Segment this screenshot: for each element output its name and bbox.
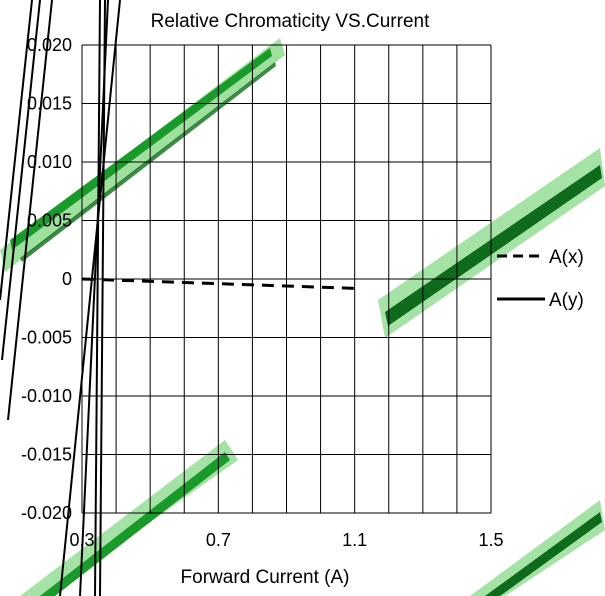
y-tick-label: 0.005	[27, 211, 72, 231]
watermark-stripe-bottom-left	[20, 440, 238, 596]
y-tick-label: -0.010	[21, 386, 72, 406]
x-tick-label: 1.1	[342, 530, 367, 550]
y-tick-label: 0.020	[27, 35, 72, 55]
series-line-ax	[81, 277, 355, 290]
stray-lines	[0, 0, 121, 596]
y-tick-label: -0.015	[21, 445, 72, 465]
watermark-stripe-bottom-right	[470, 500, 605, 596]
legend-label: A(x)	[549, 247, 584, 268]
x-axis-label: Forward Current (A)	[181, 567, 350, 588]
x-tick-label: 1.5	[478, 530, 503, 550]
y-tick-label: 0.015	[27, 94, 72, 114]
y-tick-label: 0	[62, 269, 72, 289]
y-tick-label: -0.005	[21, 328, 72, 348]
chart-title: Relative Chromaticity VS.Current	[151, 11, 430, 32]
x-tick-label: 0.7	[206, 530, 231, 550]
watermark-layer	[0, 38, 605, 596]
y-tick-label: 0.010	[27, 152, 72, 172]
y-tick-label: -0.020	[21, 503, 72, 523]
legend-label: A(y)	[549, 290, 584, 311]
